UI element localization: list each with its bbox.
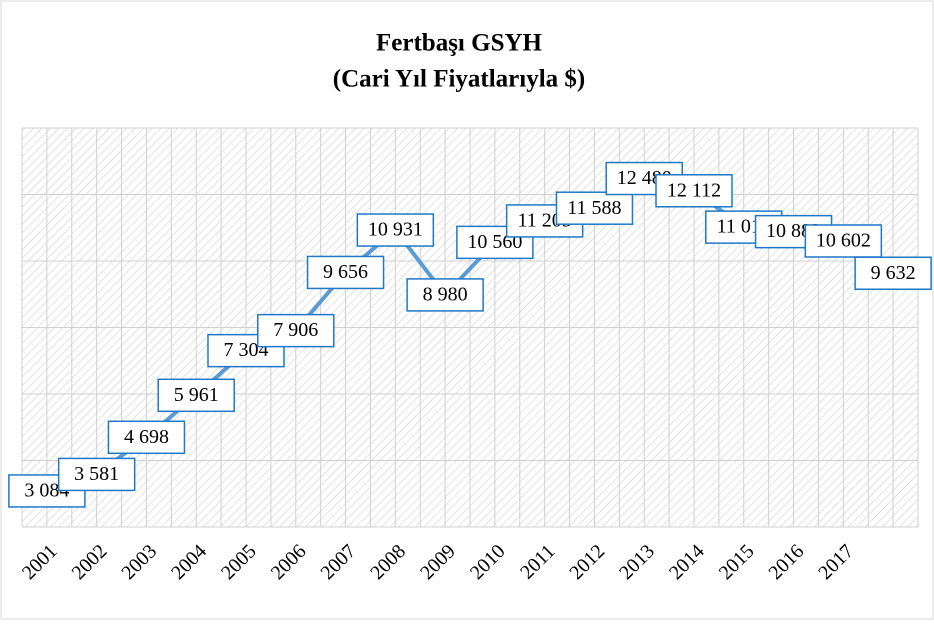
data-label: 4 698 [124, 426, 169, 448]
data-label: 10 931 [368, 219, 423, 241]
data-label: 9 656 [323, 261, 368, 283]
data-label: 8 980 [423, 284, 468, 306]
data-label-box [157, 378, 235, 413]
data-label: 11 588 [567, 197, 621, 219]
data-label: 5 961 [174, 384, 219, 406]
data-label: 7 906 [273, 319, 318, 341]
data-label-box [854, 256, 932, 290]
data-label-box [406, 278, 484, 312]
chart-title: Fertbaşı GSYH [376, 30, 543, 57]
grid [21, 127, 919, 528]
data-label-box [804, 224, 883, 258]
data-label-box [107, 420, 186, 455]
chart-subtitle: (Cari Yıl Fiyatlarıyla $) [333, 66, 586, 93]
data-label: 3 581 [74, 463, 119, 485]
data-label-box [555, 191, 634, 225]
data-label-box [306, 255, 385, 290]
data-label: 9 632 [871, 262, 916, 284]
data-label-box [57, 457, 136, 492]
data-label: 10 602 [816, 230, 871, 252]
data-label-box [356, 213, 435, 247]
data-label-box [655, 174, 733, 208]
data-label: 12 112 [667, 179, 721, 201]
data-label-box [257, 313, 335, 348]
